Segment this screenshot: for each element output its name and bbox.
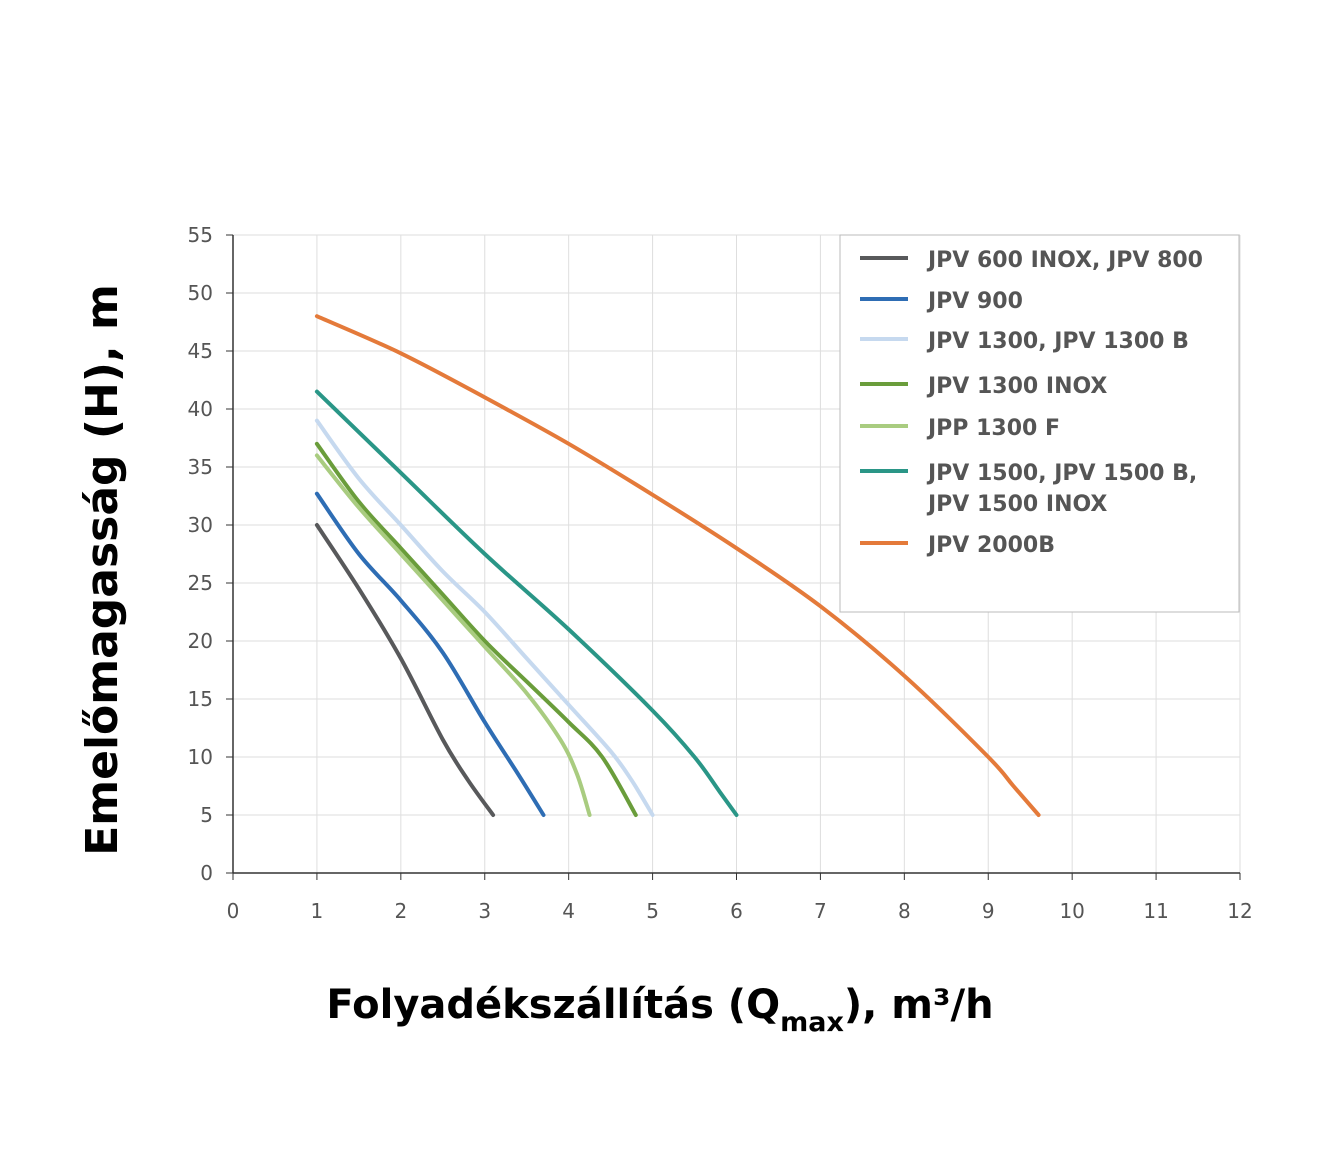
x-axis-title: Folyadékszállítás (Qmax), m³/h xyxy=(326,982,993,1038)
y-tick-label: 5 xyxy=(200,803,213,827)
legend-label-5: JPP 1300 F xyxy=(926,416,1060,441)
y-tick-label: 0 xyxy=(200,861,213,885)
series-line-5 xyxy=(314,453,592,817)
y-tick-label: 35 xyxy=(188,455,213,479)
legend-label-6: JPV 1500, JPV 1500 B, xyxy=(926,461,1197,486)
series-line-1 xyxy=(314,523,496,817)
x-tick-label: 2 xyxy=(394,899,407,923)
x-tick-label: 3 xyxy=(478,899,491,923)
y-tick-label: 40 xyxy=(188,397,213,421)
y-tick-label: 50 xyxy=(188,281,213,305)
y-axis-title: Emelőmagasság (H), m xyxy=(77,284,128,856)
legend-label-6-line2: JPV 1500 INOX xyxy=(926,492,1107,517)
x-axis-title-main: Folyadékszállítás (Q xyxy=(326,982,780,1028)
y-tick-label: 10 xyxy=(188,745,213,769)
legend: JPV 600 INOX, JPV 800 JPV 900 JPV 1300, JP… xyxy=(839,234,1240,613)
y-tick-label: 25 xyxy=(188,571,213,595)
x-tick-label: 10 xyxy=(1059,899,1084,923)
legend-label-7: JPV 2000B xyxy=(926,533,1055,558)
y-tick-label: 45 xyxy=(188,339,213,363)
x-tick-label: 0 xyxy=(227,899,240,923)
series-line-3 xyxy=(314,418,655,817)
legend-label-2: JPV 900 xyxy=(926,289,1023,314)
series-line-4 xyxy=(314,441,638,817)
legend-label-1: JPV 600 INOX, JPV 800 xyxy=(926,248,1203,273)
x-tick-label: 4 xyxy=(562,899,575,923)
series-line-6 xyxy=(314,389,739,817)
x-tick-label: 6 xyxy=(730,899,743,923)
x-axis-title-tail: ), m³/h xyxy=(844,982,994,1028)
y-tick-label: 20 xyxy=(188,629,213,653)
x-tick-label: 5 xyxy=(646,899,659,923)
x-axis-title-subscript: max xyxy=(780,1007,844,1038)
series-lines xyxy=(314,314,1041,817)
x-tick-label: 7 xyxy=(814,899,827,923)
x-tick-label: 9 xyxy=(982,899,995,923)
x-tick-label: 8 xyxy=(898,899,911,923)
legend-label-4: JPV 1300 INOX xyxy=(926,374,1107,399)
y-tick-label: 30 xyxy=(188,513,213,537)
x-tick-label: 12 xyxy=(1227,899,1252,923)
y-tick-label: 55 xyxy=(188,223,213,247)
y-tick-label: 15 xyxy=(188,687,213,711)
x-tick-label: 1 xyxy=(311,899,324,923)
series-line-2 xyxy=(314,491,546,817)
series-line-7 xyxy=(314,314,1041,817)
legend-label-3: JPV 1300, JPV 1300 B xyxy=(926,329,1189,354)
x-tick-label: 11 xyxy=(1143,899,1168,923)
